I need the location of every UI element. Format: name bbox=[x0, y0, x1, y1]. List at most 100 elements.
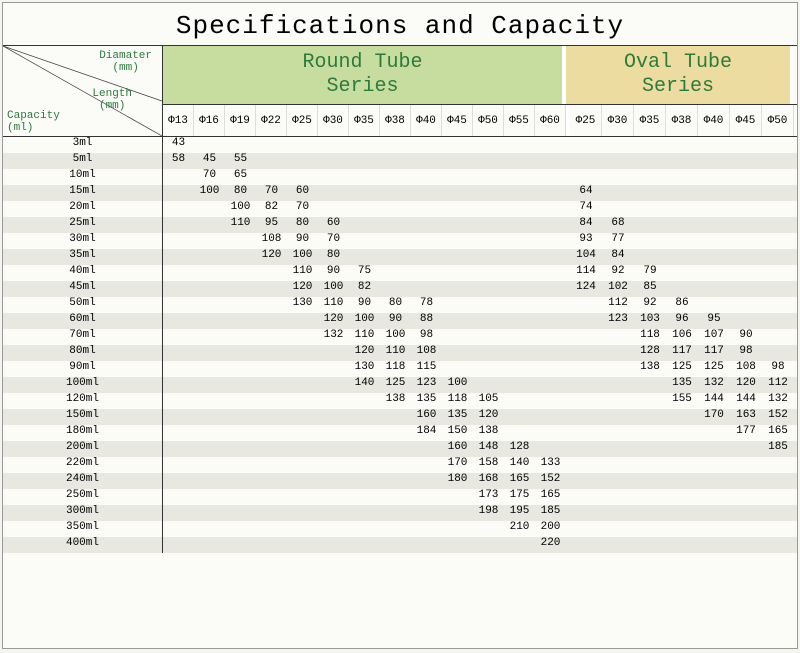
round-cell: 90 bbox=[349, 297, 380, 313]
oval-cell bbox=[666, 489, 698, 505]
round-cell bbox=[349, 489, 380, 505]
oval-series-title: Oval TubeSeries bbox=[566, 46, 790, 104]
round-cell bbox=[318, 409, 349, 425]
round-cell: 100 bbox=[225, 201, 256, 217]
round-cell: 75 bbox=[349, 265, 380, 281]
round-cell bbox=[163, 425, 194, 441]
round-cell bbox=[349, 217, 380, 233]
round-cell: 158 bbox=[473, 457, 504, 473]
round-cell bbox=[442, 361, 473, 377]
round-cell bbox=[473, 361, 504, 377]
round-cell: 148 bbox=[473, 441, 504, 457]
oval-cell bbox=[666, 441, 698, 457]
oval-cell bbox=[730, 185, 762, 201]
round-cell: 80 bbox=[287, 217, 318, 233]
capacity-cell: 35ml bbox=[3, 249, 163, 265]
capacity-cell: 300ml bbox=[3, 505, 163, 521]
round-cell bbox=[194, 297, 225, 313]
round-cell bbox=[194, 201, 225, 217]
table-row: 60ml12010090881231039695 bbox=[3, 313, 797, 329]
round-cell bbox=[256, 297, 287, 313]
round-cell bbox=[225, 409, 256, 425]
round-cell bbox=[163, 169, 194, 185]
round-cell bbox=[380, 249, 411, 265]
oval-cell: 79 bbox=[634, 265, 666, 281]
round-cell: 170 bbox=[442, 457, 473, 473]
oval-cell bbox=[698, 249, 730, 265]
oval-cell: 125 bbox=[698, 361, 730, 377]
round-cell bbox=[504, 185, 535, 201]
oval-cell bbox=[762, 217, 794, 233]
round-cell bbox=[380, 137, 411, 153]
round-cell: 82 bbox=[349, 281, 380, 297]
oval-cell bbox=[762, 137, 794, 153]
round-cell: 45 bbox=[194, 153, 225, 169]
round-cell: 110 bbox=[380, 345, 411, 361]
round-cell bbox=[535, 169, 566, 185]
round-cell: 115 bbox=[411, 361, 442, 377]
oval-cell: 106 bbox=[666, 329, 698, 345]
oval-cell bbox=[730, 441, 762, 457]
round-cell: 130 bbox=[349, 361, 380, 377]
table-row: 40ml11090751149279 bbox=[3, 265, 797, 281]
series-headers: Round TubeSeries Oval TubeSeries Φ13Φ16Φ… bbox=[163, 46, 797, 136]
round-cell bbox=[380, 281, 411, 297]
oval-cell bbox=[698, 265, 730, 281]
oval-cell bbox=[634, 521, 666, 537]
round-cell bbox=[318, 201, 349, 217]
round-cell: 80 bbox=[318, 249, 349, 265]
round-cell: 210 bbox=[504, 521, 535, 537]
oval-cell: 165 bbox=[762, 425, 794, 441]
round-cell bbox=[256, 153, 287, 169]
round-cell bbox=[349, 473, 380, 489]
round-cell: 100 bbox=[287, 249, 318, 265]
oval-cell bbox=[730, 489, 762, 505]
oval-cell: 144 bbox=[698, 393, 730, 409]
round-cell bbox=[380, 217, 411, 233]
round-cell bbox=[318, 473, 349, 489]
oval-cell: 93 bbox=[570, 233, 602, 249]
oval-cell: 74 bbox=[570, 201, 602, 217]
round-cell bbox=[504, 137, 535, 153]
oval-cell bbox=[602, 169, 634, 185]
round-cell: 110 bbox=[287, 265, 318, 281]
round-cell: 198 bbox=[473, 505, 504, 521]
round-diameter-header: Φ35 bbox=[349, 105, 380, 136]
oval-cell: 117 bbox=[666, 345, 698, 361]
round-cell bbox=[194, 345, 225, 361]
round-cell bbox=[442, 265, 473, 281]
round-cell bbox=[163, 233, 194, 249]
round-cell bbox=[473, 377, 504, 393]
round-cell bbox=[442, 313, 473, 329]
oval-cell bbox=[730, 217, 762, 233]
round-cell: 220 bbox=[535, 537, 566, 553]
round-cell bbox=[163, 345, 194, 361]
oval-cell bbox=[634, 425, 666, 441]
round-cell bbox=[163, 217, 194, 233]
header-row: Diamater(mm) Length(mm) Capacity(ml) Rou… bbox=[3, 46, 797, 137]
capacity-cell: 3ml bbox=[3, 137, 163, 153]
oval-cell bbox=[570, 345, 602, 361]
round-cell: 195 bbox=[504, 505, 535, 521]
oval-cell: 98 bbox=[730, 345, 762, 361]
oval-diameter-header: Φ30 bbox=[602, 105, 634, 136]
round-cell bbox=[535, 153, 566, 169]
oval-diameter-header: Φ35 bbox=[634, 105, 666, 136]
oval-cell bbox=[730, 233, 762, 249]
round-cell bbox=[163, 329, 194, 345]
oval-cell bbox=[666, 153, 698, 169]
round-cell bbox=[442, 329, 473, 345]
round-cell bbox=[225, 441, 256, 457]
round-cell bbox=[287, 377, 318, 393]
oval-cell bbox=[634, 393, 666, 409]
round-cell bbox=[225, 361, 256, 377]
capacity-cell: 50ml bbox=[3, 297, 163, 313]
round-cell: 98 bbox=[411, 329, 442, 345]
capacity-cell: 70ml bbox=[3, 329, 163, 345]
diameter-headers: Φ13Φ16Φ19Φ22Φ25Φ30Φ35Φ38Φ40Φ45Φ50Φ55Φ60Φ… bbox=[163, 104, 797, 136]
capacity-cell: 20ml bbox=[3, 201, 163, 217]
oval-cell: 185 bbox=[762, 441, 794, 457]
oval-cell bbox=[570, 137, 602, 153]
round-cell bbox=[194, 505, 225, 521]
table-row: 400ml220 bbox=[3, 537, 797, 553]
